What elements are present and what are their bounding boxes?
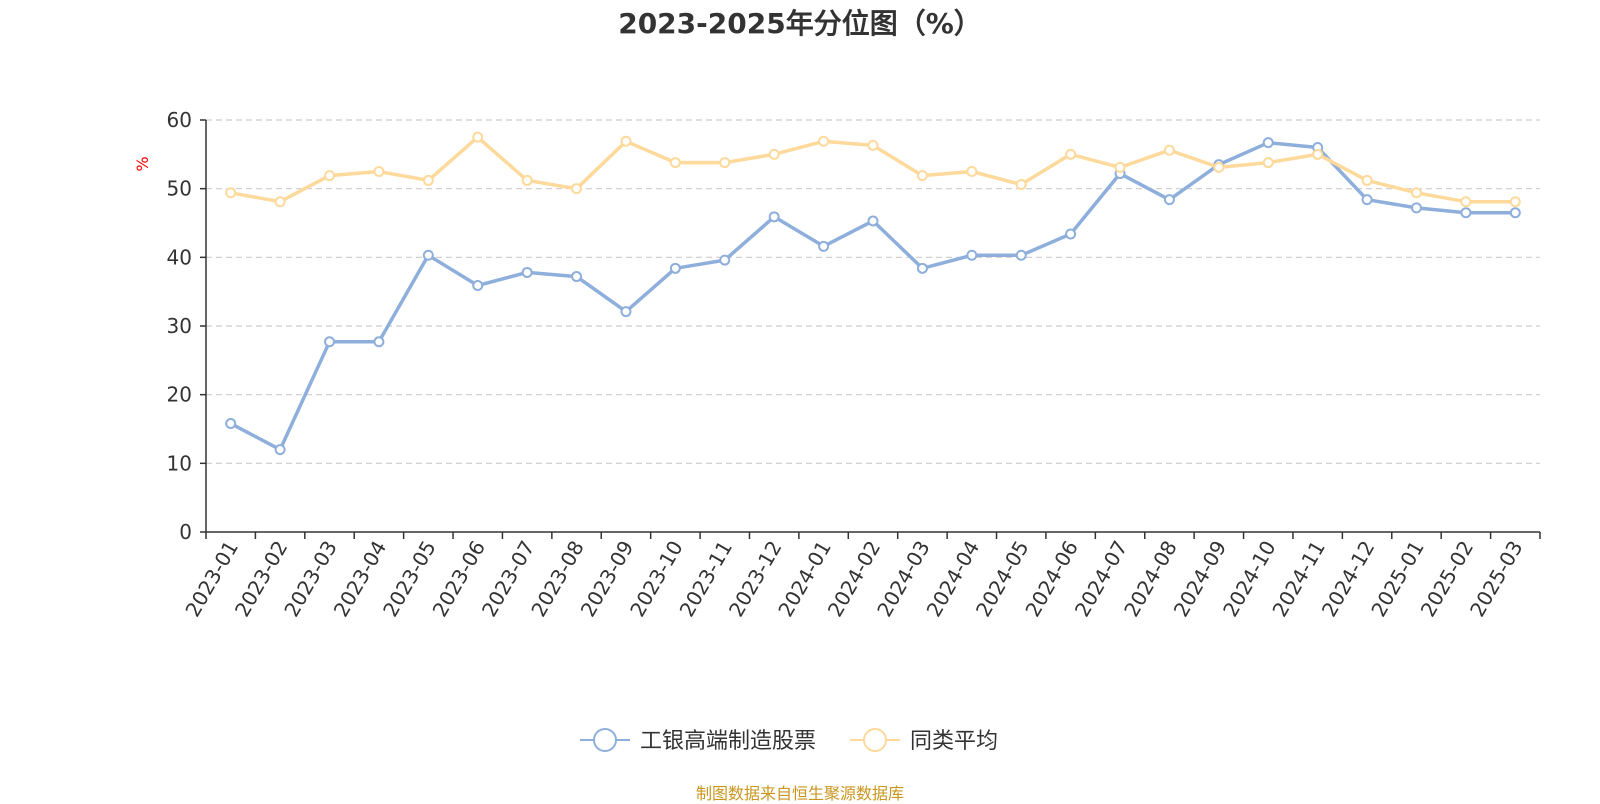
data-point <box>916 262 928 274</box>
data-point <box>966 249 978 261</box>
data-point <box>818 240 830 252</box>
data-point <box>669 262 681 274</box>
data-point <box>1065 228 1077 240</box>
data-point <box>571 271 583 283</box>
data-point <box>1262 157 1274 169</box>
legend-item[interactable]: 工银高端制造股票 <box>580 728 816 754</box>
axes: 0102030405060%2023-012023-022023-032023-… <box>133 108 1541 621</box>
data-point <box>620 306 632 318</box>
data-point <box>225 418 237 430</box>
y-tick-label: 60 <box>167 108 192 132</box>
data-point <box>1163 144 1175 156</box>
data-point <box>1015 179 1027 191</box>
y-tick-label: 50 <box>167 177 192 201</box>
legend-circle-marker <box>593 728 617 752</box>
legend[interactable]: 工银高端制造股票 同类平均 <box>580 728 998 754</box>
y-tick-label: 30 <box>167 314 192 338</box>
y-axis-unit-label: % <box>133 156 152 171</box>
series-group <box>225 137 1521 456</box>
data-point <box>1312 148 1324 160</box>
legend-circle-marker <box>863 728 887 752</box>
data-point <box>1015 249 1027 261</box>
data-point <box>620 135 632 147</box>
series-lines <box>225 131 1521 456</box>
y-tick-label: 0 <box>179 520 192 544</box>
data-point <box>1163 194 1175 206</box>
data-point <box>274 196 286 208</box>
data-point <box>422 249 434 261</box>
data-point <box>521 266 533 278</box>
data-point <box>472 131 484 143</box>
data-point <box>1460 207 1472 219</box>
data-point <box>768 148 780 160</box>
data-point <box>225 187 237 199</box>
data-point <box>521 174 533 186</box>
data-point <box>373 336 385 348</box>
y-tick-label: 20 <box>167 383 192 407</box>
legend-item[interactable]: 同类平均 <box>850 728 998 754</box>
data-point <box>1213 161 1225 173</box>
data-point <box>472 279 484 291</box>
data-point <box>818 135 830 147</box>
data-point <box>768 211 780 223</box>
data-point <box>669 157 681 169</box>
chart-title: 2023-2025年分位图（%） <box>618 7 982 40</box>
data-point <box>1509 207 1521 219</box>
data-point <box>1361 194 1373 206</box>
data-source-note: 制图数据来自恒生聚源数据库 <box>695 784 904 803</box>
data-point <box>1262 137 1274 149</box>
data-point <box>719 254 731 266</box>
data-point <box>1065 148 1077 160</box>
legend-label: 同类平均 <box>910 729 998 754</box>
data-point <box>274 444 286 456</box>
data-point <box>916 170 928 182</box>
data-point <box>1509 196 1521 208</box>
data-point <box>1114 161 1126 173</box>
data-point <box>422 174 434 186</box>
y-tick-label: 40 <box>167 245 192 269</box>
data-point <box>1410 187 1422 199</box>
data-point <box>373 166 385 177</box>
series-line <box>228 140 1518 452</box>
data-point <box>324 170 336 182</box>
series-group <box>225 131 1521 208</box>
data-point <box>324 336 336 348</box>
data-point <box>867 215 879 227</box>
data-point <box>1460 196 1472 208</box>
data-point <box>1410 202 1422 214</box>
data-point <box>1361 174 1373 186</box>
data-point <box>719 157 731 169</box>
data-point <box>571 183 583 195</box>
data-point <box>867 139 879 151</box>
legend-label: 工银高端制造股票 <box>640 729 816 754</box>
y-tick-label: 10 <box>167 451 192 475</box>
data-point <box>966 166 978 177</box>
